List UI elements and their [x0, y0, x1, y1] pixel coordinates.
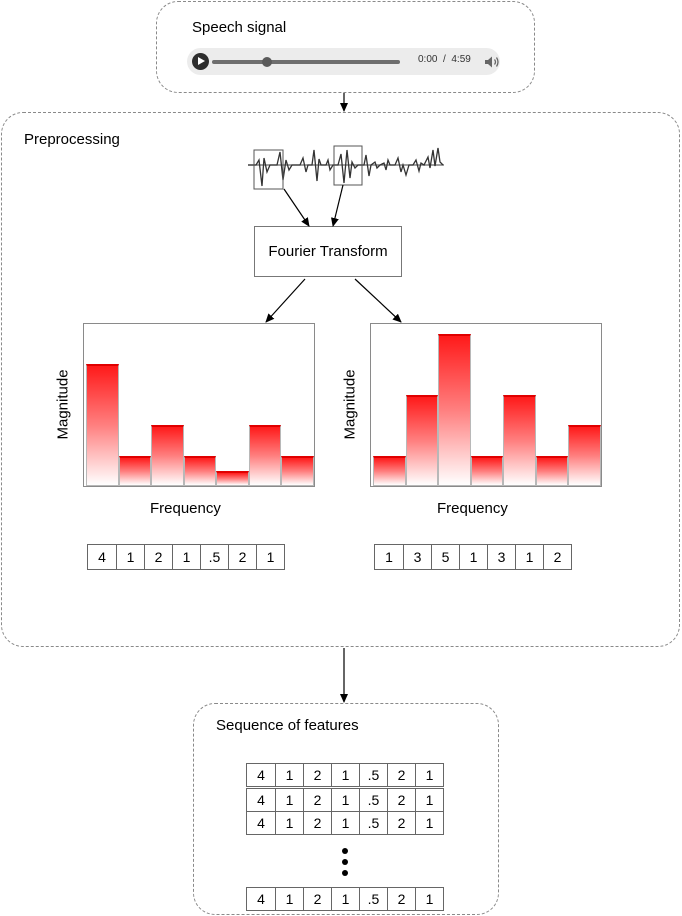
- audio-progress-track[interactable]: [212, 57, 400, 67]
- vector-cell: 1: [256, 545, 284, 569]
- vector-cell: 1: [275, 764, 303, 786]
- bar-6: [248, 425, 282, 486]
- speech-signal-title: Speech signal: [192, 19, 287, 36]
- bar-2: [405, 394, 439, 486]
- x-axis-label-right: Frequency: [437, 500, 508, 517]
- sequence-feature-row: 4 1 2 1.5 2 1: [246, 788, 444, 812]
- fourier-transform-box: Fourier Transform: [254, 226, 402, 277]
- ellipsis-dot: [342, 859, 348, 865]
- vector-cell: 4: [257, 767, 265, 783]
- bar-2: [118, 455, 152, 486]
- vector-cell: 1: [415, 888, 443, 910]
- vector-cell: 2: [144, 545, 172, 569]
- vector-cell: 2: [303, 888, 331, 910]
- arrow: [265, 278, 306, 323]
- vector-cell: 1: [515, 545, 543, 569]
- bar-4: [183, 455, 217, 486]
- bar-7: [568, 425, 601, 486]
- vector-cell: 1: [385, 549, 393, 565]
- spectrum-chart-left: [83, 323, 315, 487]
- vector-cell: 2: [303, 812, 331, 834]
- vector-cell: 2: [387, 764, 415, 786]
- vector-cell: 1: [116, 545, 144, 569]
- vector-cell: 1: [415, 812, 443, 834]
- vector-cell: 1: [331, 812, 359, 834]
- volume-icon[interactable]: [484, 55, 500, 69]
- vector-cell: 4: [257, 792, 265, 808]
- preprocessing-box: [1, 112, 680, 647]
- vector-cell: .5: [359, 764, 387, 786]
- vector-cell: 1: [459, 545, 487, 569]
- bar-3: [438, 334, 471, 486]
- sequence-feature-row: 4 1 2 1.5 2 1: [246, 763, 444, 787]
- vector-cell: 1: [331, 888, 359, 910]
- sequence-feature-row: 4 1 2 1.5 2 1: [246, 887, 444, 911]
- vector-cell: 2: [543, 545, 571, 569]
- arrow: [283, 188, 310, 227]
- audio-time: 0:00 / 4:59: [418, 54, 471, 65]
- ellipsis-dot: [342, 848, 348, 854]
- vector-cell: 2: [303, 764, 331, 786]
- bar-4: [470, 455, 504, 486]
- bar-5: [216, 470, 249, 486]
- vector-cell: 4: [257, 891, 265, 907]
- vector-cell: 2: [387, 888, 415, 910]
- window-frame-1: [253, 149, 284, 190]
- vector-cell: .5: [359, 888, 387, 910]
- window-frame-2: [333, 145, 363, 186]
- audio-player: 0:00 / 4:59: [187, 48, 500, 75]
- vector-cell: 3: [487, 545, 515, 569]
- vector-cell: .5: [359, 789, 387, 811]
- bar-7: [281, 455, 314, 486]
- vector-cell: 1: [172, 545, 200, 569]
- fourier-transform-label: Fourier Transform: [268, 243, 388, 260]
- vector-cell: 1: [331, 789, 359, 811]
- vector-cell: 2: [303, 789, 331, 811]
- sequence-of-features-box: [193, 703, 499, 915]
- speech-signal-box: [156, 1, 535, 93]
- play-icon[interactable]: [192, 53, 209, 70]
- bar-1: [373, 455, 406, 486]
- bar-5: [503, 394, 536, 486]
- vector-cell: 1: [275, 888, 303, 910]
- arrow: [354, 278, 402, 323]
- vector-cell: 5: [431, 545, 459, 569]
- vector-cell: 4: [98, 549, 106, 565]
- vector-cell: 1: [331, 764, 359, 786]
- preprocessing-title: Preprocessing: [24, 131, 120, 148]
- sequence-feature-row: 4 1 2 1.5 2 1: [246, 811, 444, 835]
- vector-cell: 2: [228, 545, 256, 569]
- feature-vector-left: 4 1 2 1.5 2 1: [87, 544, 285, 570]
- audio-progress-thumb[interactable]: [261, 57, 272, 67]
- vector-cell: 3: [403, 545, 431, 569]
- x-axis-label-left: Frequency: [150, 500, 221, 517]
- vector-cell: 1: [275, 812, 303, 834]
- vector-cell: 1: [415, 764, 443, 786]
- vector-cell: 4: [257, 815, 265, 831]
- vector-cell: 2: [387, 812, 415, 834]
- vector-cell: .5: [200, 545, 228, 569]
- ellipsis-dot: [342, 870, 348, 876]
- bar-1: [86, 364, 119, 486]
- vector-cell: 1: [275, 789, 303, 811]
- vector-cell: 2: [387, 789, 415, 811]
- speech-waveform: [248, 147, 444, 187]
- audio-time-current: 0:00: [418, 54, 438, 65]
- bar-3: [151, 425, 184, 486]
- vector-cell: .5: [359, 812, 387, 834]
- bar-6: [535, 455, 569, 486]
- vector-cell: 1: [415, 789, 443, 811]
- arrow: [331, 184, 344, 227]
- sequence-title: Sequence of features: [216, 717, 359, 734]
- spectrum-chart-right: [370, 323, 602, 487]
- audio-time-total: 4:59: [451, 54, 471, 65]
